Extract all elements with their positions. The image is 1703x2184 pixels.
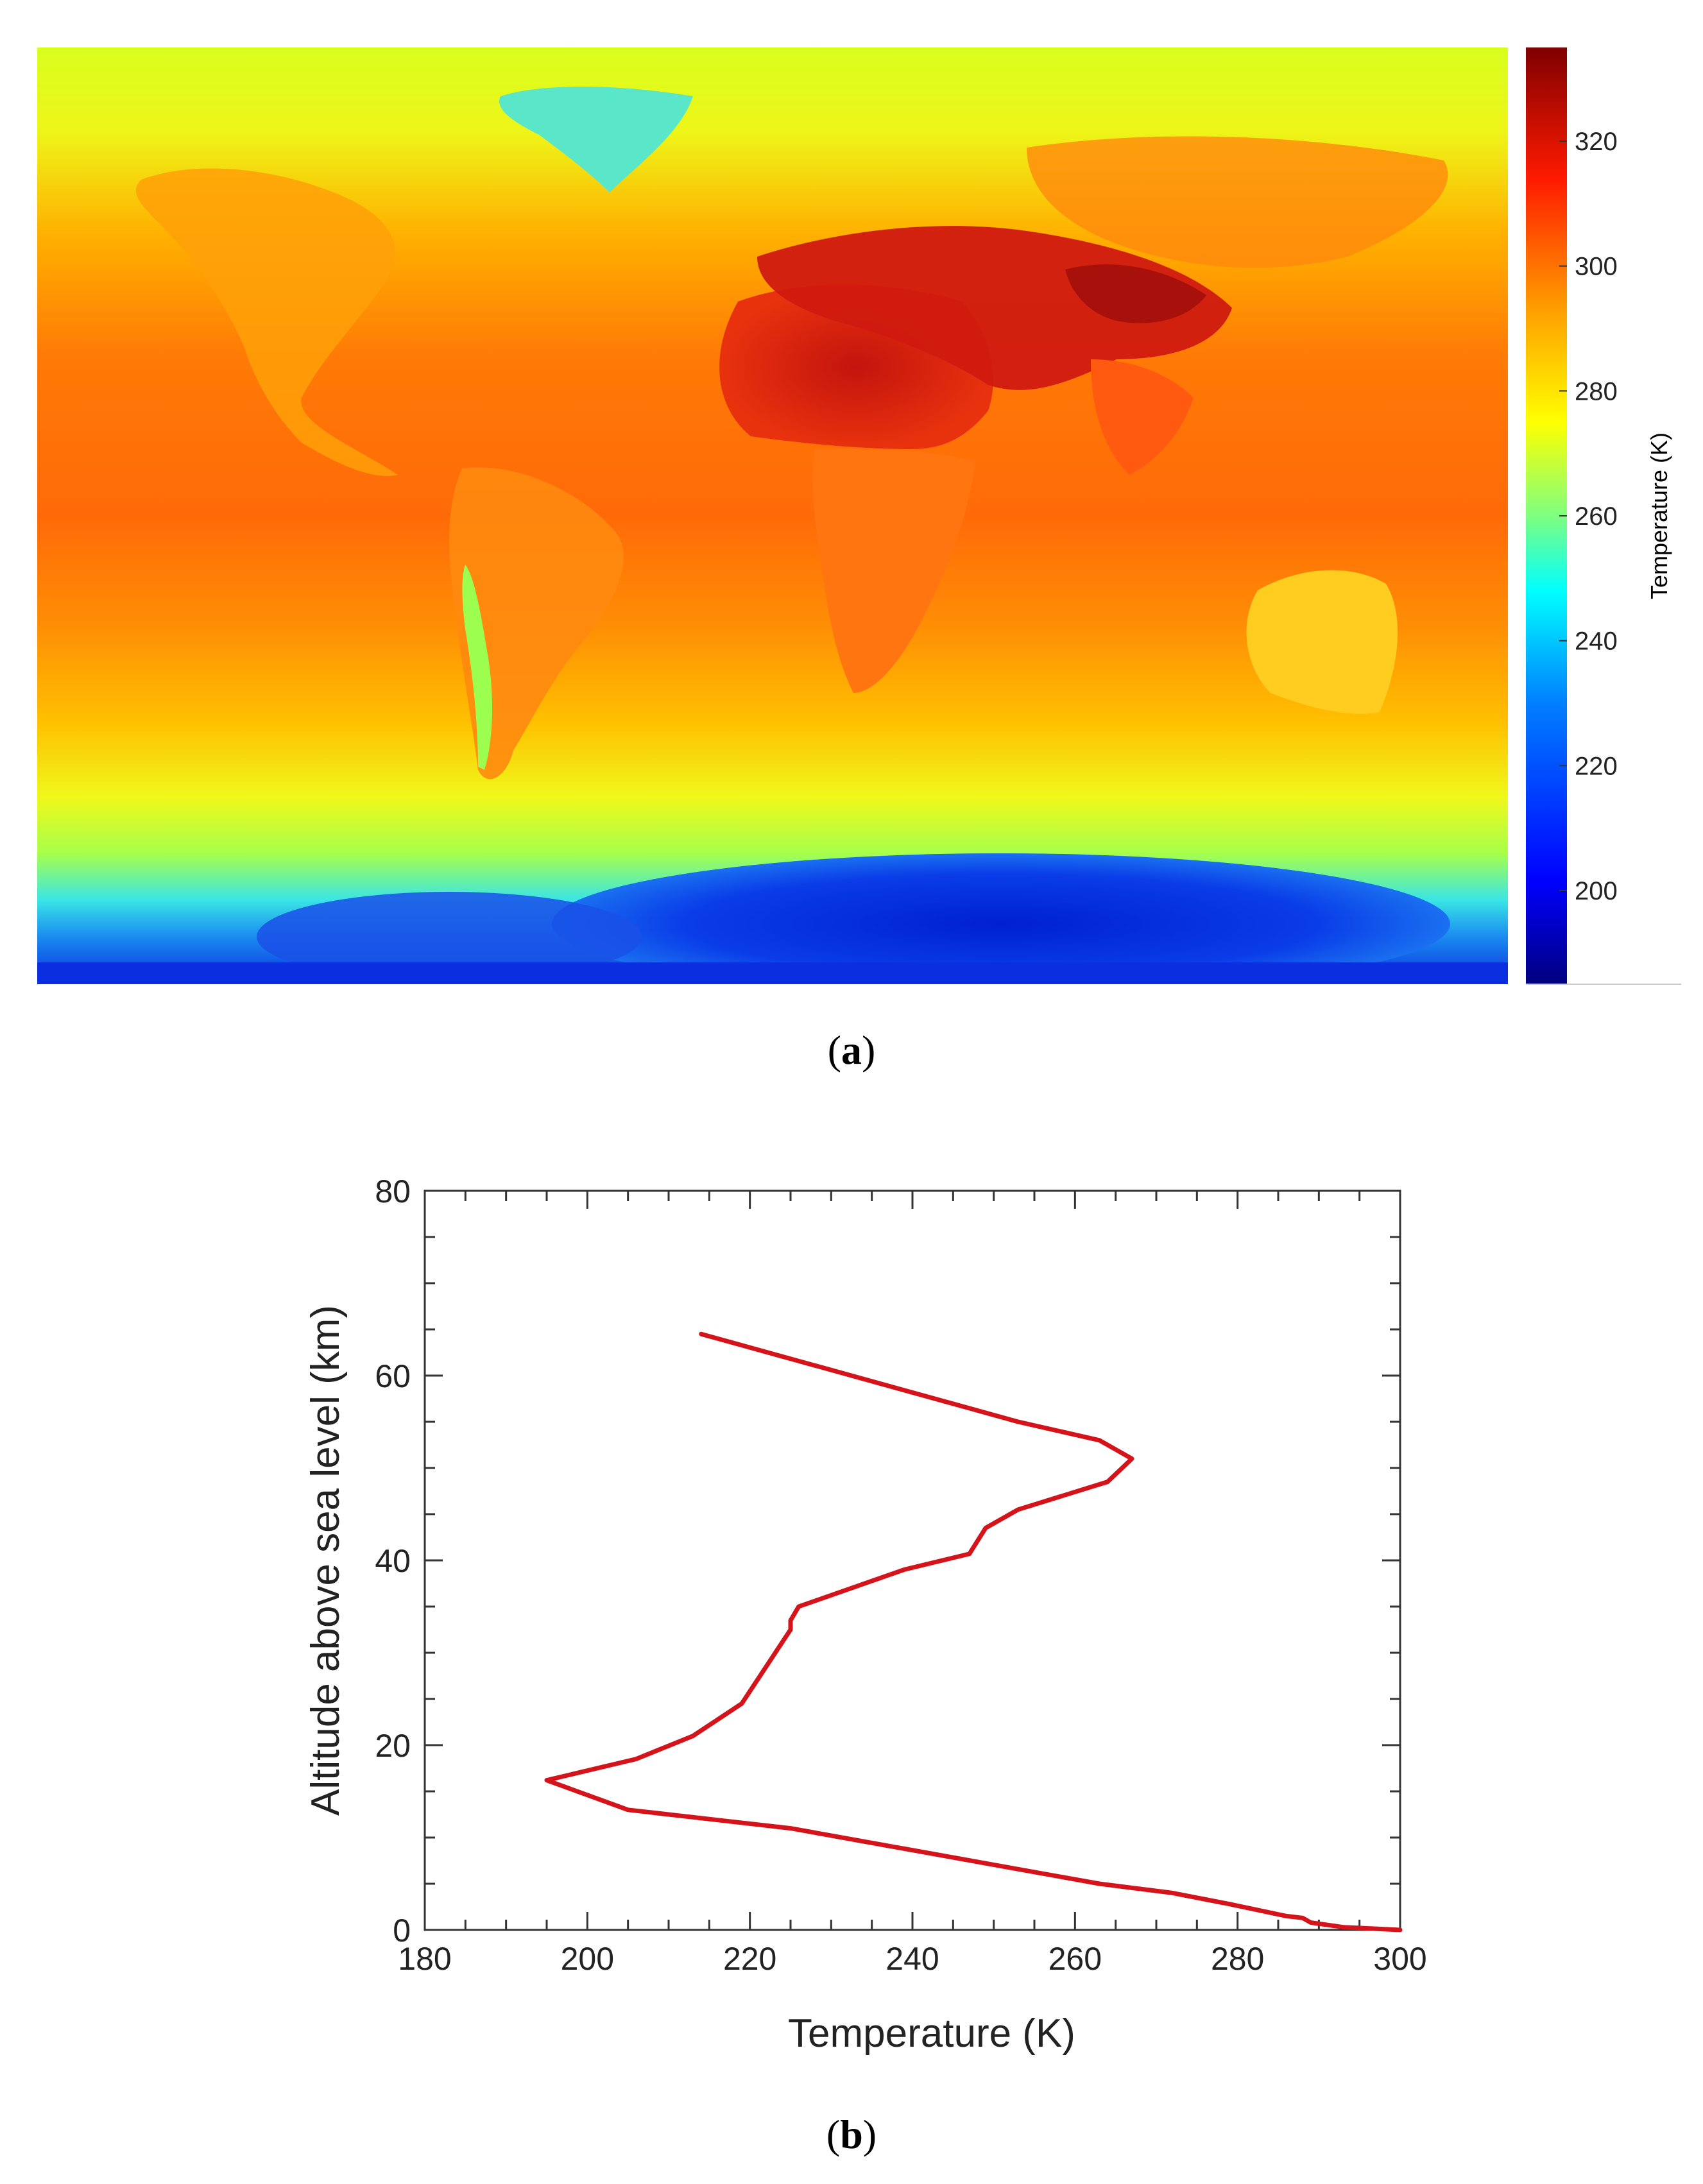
x-tick-label: 280 [1211, 1941, 1264, 1977]
colorbar-tick-label: 260 [1575, 502, 1618, 531]
panel-b-label: (b) [826, 2111, 877, 2157]
plot-frame [424, 1190, 1401, 1931]
colorbar-tick-label: 280 [1575, 377, 1618, 405]
antarctic-region-west [257, 892, 642, 982]
north-america-region [135, 168, 398, 476]
siberia-region [1027, 136, 1448, 268]
colorbar-tick-label: 300 [1575, 253, 1618, 281]
y-tick-label: 0 [393, 1913, 411, 1949]
south-asia-region [1091, 359, 1194, 475]
colorbar-tick-label: 220 [1575, 752, 1618, 780]
africa-south-region [812, 449, 975, 693]
antarctic-region-east [552, 853, 1450, 984]
x-tick-label: 260 [1048, 1941, 1102, 1977]
antarctic-edge [37, 962, 1508, 984]
temperature-profile-line [544, 1331, 1403, 1932]
x-tick-label: 300 [1373, 1941, 1426, 1977]
andes-region [462, 565, 492, 770]
australia-region [1246, 570, 1398, 714]
x-tick-label: 180 [398, 1941, 451, 1977]
y-tick-label: 40 [375, 1543, 411, 1579]
colorbar-tick-label: 320 [1575, 128, 1618, 156]
x-tick-label: 200 [561, 1941, 614, 1977]
temperature-profile-chart: 180 200 220 240 260 280 300 0 20 40 60 80 Temperatu… [304, 1173, 1427, 2056]
y-tick-label: 60 [375, 1358, 411, 1394]
y-tick-label: 20 [375, 1728, 411, 1764]
x-axis-label: Temperature (K) [788, 2011, 1075, 2056]
colorbar-tick-label: 240 [1575, 627, 1618, 656]
greenland-region [499, 87, 693, 192]
temperature-map-figure: 320 300 280 260 240 220 200 Temperature (K) [37, 47, 1681, 985]
y-axis-label: Altitude above sea level (km) [304, 1305, 348, 1816]
tibet-hot-region [1065, 264, 1206, 323]
y-tick-label: 80 [375, 1173, 411, 1209]
x-tick-label: 240 [886, 1941, 939, 1977]
south-america-region [449, 467, 624, 780]
colorbar-tick-label: 200 [1575, 877, 1618, 905]
colorbar-label: Temperature (K) [1646, 432, 1672, 599]
panel-a-label: (a) [827, 1027, 876, 1073]
x-tick-label: 220 [723, 1941, 776, 1977]
